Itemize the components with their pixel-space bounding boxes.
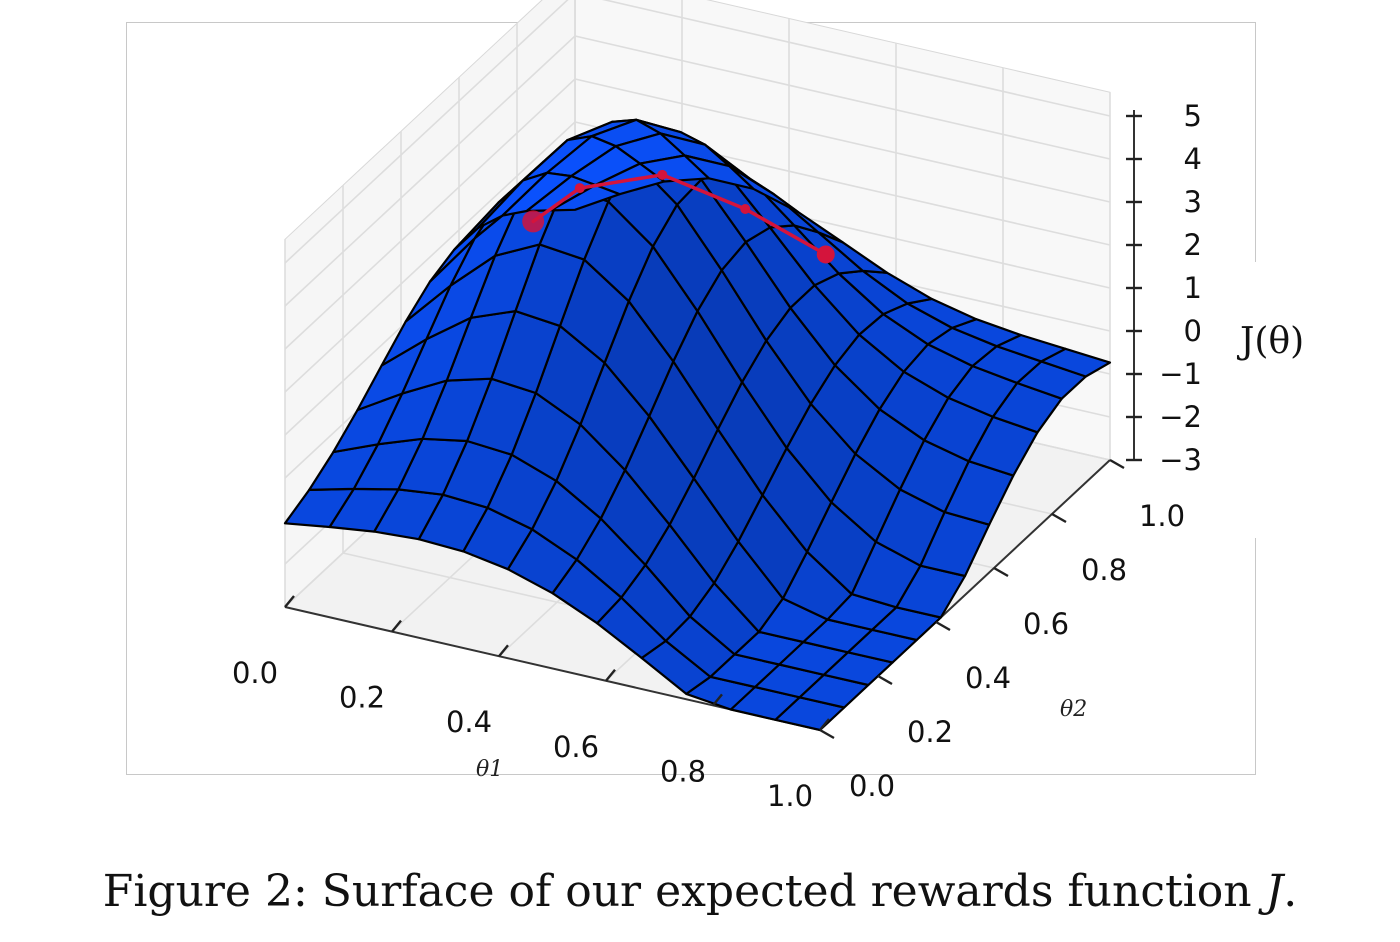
x-tick-label: 0.2 (339, 681, 385, 715)
path-point (740, 204, 751, 215)
x-tick (712, 693, 723, 707)
y-tick-label: 0.4 (965, 661, 1011, 695)
gradient-ascent-path (522, 169, 835, 264)
caption-suffix: . (1283, 866, 1298, 917)
z-tick-label: −2 (1159, 400, 1202, 434)
path-end-point (522, 210, 545, 233)
y-tick (819, 728, 835, 740)
x-tick-label: 1.0 (767, 779, 813, 813)
figure-caption: Figure 2: Surface of our expected reward… (0, 866, 1400, 917)
path-point (574, 183, 585, 194)
zlabel-backdrop (1228, 262, 1328, 538)
caption-symbol: J (1265, 866, 1284, 917)
z-tick-label: −3 (1159, 443, 1202, 477)
gridline-z (284, 121, 1111, 393)
z-tick-label: 3 (1184, 185, 1202, 219)
y-tick (993, 566, 1009, 578)
z-tick-label: 4 (1184, 142, 1202, 176)
x-tick-label: 0.8 (660, 754, 706, 788)
gridline-z (284, 0, 1111, 264)
x-tick-label: 0.0 (232, 656, 278, 690)
y-tick-label: 0.8 (1081, 553, 1127, 587)
x-tick (391, 619, 402, 633)
surface-patch (549, 183, 621, 212)
caption-prefix: Figure 2: Surface of our expected reward… (102, 866, 1266, 917)
x-axis-label: θ1 (476, 757, 503, 782)
x-tick-label: 0.6 (553, 730, 599, 764)
z-tick-label: 1 (1184, 271, 1202, 305)
y-tick-label: 0.2 (907, 715, 953, 749)
path-start-point (816, 245, 835, 264)
y-tick (1051, 512, 1067, 524)
y-tick (935, 620, 951, 632)
x-tick-label: 0.4 (446, 705, 492, 739)
x-tick (284, 595, 295, 608)
y-tick (1109, 458, 1125, 470)
z-tick-label: 2 (1184, 228, 1202, 262)
gridline-z (284, 78, 1111, 350)
y-tick-label: 1.0 (1139, 499, 1185, 533)
y-tick (877, 674, 893, 686)
y-tick-label: 0.0 (849, 769, 895, 803)
path-point (657, 169, 668, 180)
gridline-z (284, 35, 1111, 307)
axis-ticks: 0.0 0.2 0.4 0.6 0.8 1.0 0.0 0.2 0.4 0.6 0.8 1.0 −3 −2… (232, 99, 1202, 813)
z-tick-label: 5 (1184, 99, 1202, 133)
z-tick-label: −1 (1159, 357, 1202, 391)
x-tick (498, 644, 509, 657)
y-tick-label: 0.6 (1023, 607, 1069, 641)
z-tick-label: 0 (1184, 314, 1202, 348)
y-axis-label: θ2 (1060, 697, 1087, 722)
x-tick (605, 669, 616, 682)
x-tick (819, 718, 830, 731)
z-axis-label: J(θ) (1236, 321, 1304, 362)
